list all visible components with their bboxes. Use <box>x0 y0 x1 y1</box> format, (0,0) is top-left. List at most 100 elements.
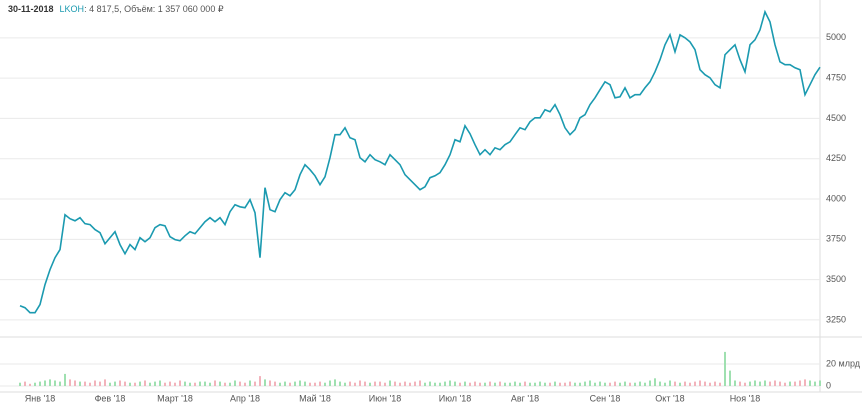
x-tick-label: Янв '18 <box>25 393 55 403</box>
volume-bar <box>144 380 146 386</box>
volume-bar <box>69 379 71 386</box>
volume-bar <box>499 381 501 386</box>
volume-bar <box>249 380 251 386</box>
volume-bar <box>219 381 221 386</box>
volume-bar <box>294 381 296 386</box>
x-tick-label: Окт '18 <box>655 393 684 403</box>
y-tick-label: 3750 <box>826 234 846 244</box>
volume-bar <box>749 381 751 386</box>
volume-bar <box>644 382 646 386</box>
volume-bar <box>684 381 686 386</box>
volume-bar <box>694 381 696 386</box>
volume-bar <box>434 382 436 386</box>
y-tick-label: 0 <box>826 380 831 390</box>
volume-bar <box>639 381 641 386</box>
y-tick-label: 3250 <box>826 314 846 324</box>
volume-bar <box>604 382 606 386</box>
volume-bar <box>594 382 596 386</box>
volume-bar <box>709 382 711 386</box>
volume-bar <box>364 381 366 386</box>
volume-bar <box>539 381 541 386</box>
volume-bar <box>99 381 101 386</box>
volume-bar <box>754 380 756 386</box>
volume-bar <box>794 381 796 386</box>
volume-bar <box>119 380 121 386</box>
x-tick-label: Авг '18 <box>511 393 539 403</box>
volume-bar <box>799 380 801 386</box>
volume-bar <box>389 380 391 386</box>
volume-bar <box>54 380 56 386</box>
volume-bar <box>114 381 116 386</box>
volume-bar <box>549 382 551 386</box>
volume-bar <box>324 382 326 386</box>
y-tick-label: 4250 <box>826 153 846 163</box>
volume-bar <box>224 382 226 386</box>
volume-bar <box>469 382 471 386</box>
volume-bar <box>744 382 746 386</box>
header-summary: : 4 817,5, Объём: 1 357 060 000 ₽ <box>84 4 224 14</box>
volume-bar <box>554 381 556 386</box>
volume-bar <box>24 381 26 386</box>
volume-bar <box>214 380 216 386</box>
volume-bar <box>274 381 276 386</box>
volume-bar <box>489 381 491 386</box>
volume-bar <box>729 370 731 386</box>
volume-bar <box>64 373 66 386</box>
x-tick-label: Март '18 <box>157 393 193 403</box>
volume-bar <box>384 382 386 386</box>
volume-bar <box>659 381 661 386</box>
volume-bar <box>314 382 316 386</box>
volume-bar <box>424 382 426 386</box>
volume-bar <box>484 382 486 386</box>
volume-bar <box>59 381 61 386</box>
volume-bar <box>784 382 786 386</box>
x-tick-label: Июн '18 <box>369 393 401 403</box>
volume-bar <box>449 380 451 386</box>
volume-bar <box>609 382 611 386</box>
volume-bar <box>239 381 241 386</box>
volume-bar <box>84 381 86 386</box>
volume-bar <box>394 381 396 386</box>
volume-bar <box>619 382 621 386</box>
x-tick-label: Фев '18 <box>95 393 126 403</box>
volume-bar <box>269 380 271 386</box>
volume-bar <box>329 380 331 386</box>
volume-bar <box>234 380 236 386</box>
volume-bar <box>654 378 656 386</box>
volume-bar <box>734 380 736 386</box>
volume-bar <box>579 382 581 386</box>
volume-bar <box>134 382 136 386</box>
price-line <box>19 9 821 314</box>
volume-bar <box>304 381 306 386</box>
volume-bar <box>429 381 431 386</box>
volume-bar <box>649 380 651 386</box>
volume-bar <box>704 381 706 386</box>
volume-bar <box>719 382 721 386</box>
volume-bar <box>399 382 401 386</box>
volume-bar <box>559 382 561 386</box>
volume-bar <box>109 382 111 386</box>
volume-bar <box>459 382 461 386</box>
volume-bar <box>814 381 816 386</box>
volume-bar <box>354 382 356 386</box>
header: 30-11-2018 LKOH: 4 817,5, Объём: 1 357 06… <box>8 4 224 14</box>
volume-bar <box>544 382 546 386</box>
volume-bar <box>299 380 301 386</box>
volume-bar <box>569 381 571 386</box>
volume-bar <box>504 382 506 386</box>
volume-bar <box>184 381 186 386</box>
volume-bar <box>159 380 161 386</box>
volume-bar <box>444 381 446 386</box>
volume-bar <box>764 380 766 386</box>
volume-bar <box>229 382 231 386</box>
volume-bar <box>599 381 601 386</box>
volume-bar <box>519 382 521 386</box>
volume-bar <box>589 380 591 386</box>
volume-bar <box>629 382 631 386</box>
volume-bar <box>664 382 666 386</box>
volume-bar <box>44 380 46 386</box>
volume-bar <box>29 383 31 386</box>
volume-bar <box>534 382 536 386</box>
volume-bar <box>614 381 616 386</box>
